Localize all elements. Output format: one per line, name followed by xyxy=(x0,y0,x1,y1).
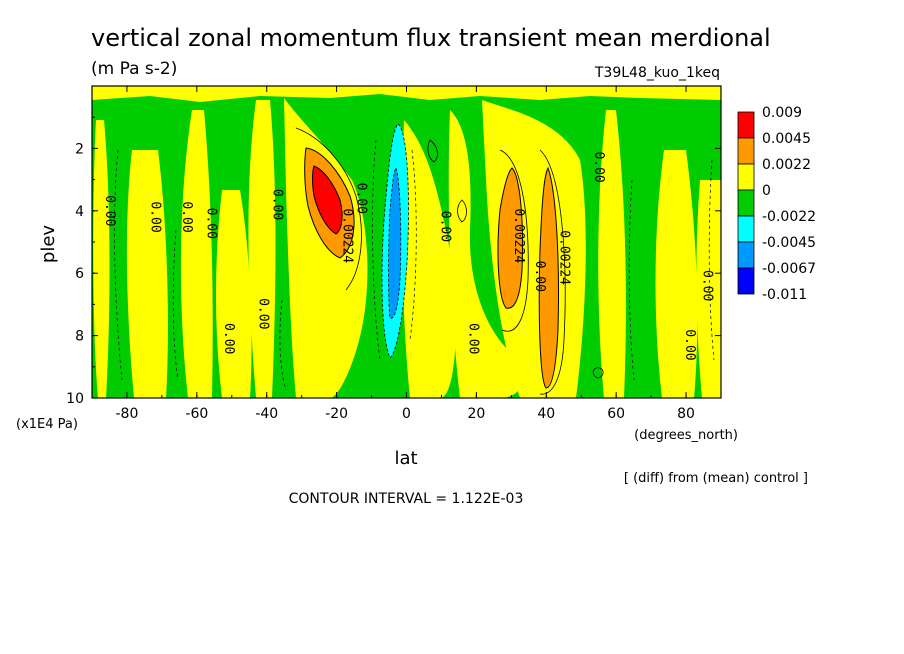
red-20s xyxy=(312,165,343,235)
legend-level-label: -0.0067 xyxy=(762,261,816,277)
legend-swatch xyxy=(737,137,755,165)
x-tick-label: -60 xyxy=(185,406,208,422)
blue-eq xyxy=(388,167,402,319)
legend-level-label: 0 xyxy=(762,183,771,199)
contour-label: 0.00224 xyxy=(340,208,355,263)
y-tick-label: 4 xyxy=(75,204,84,220)
region-eq xyxy=(402,120,456,398)
chart-subtitle: (m Pa s-2) xyxy=(91,59,177,79)
x-tick-label: -20 xyxy=(325,406,348,422)
region-50s xyxy=(216,190,252,398)
y-tick-label: 8 xyxy=(75,329,84,345)
legend-swatch xyxy=(737,163,755,191)
x-tick-label: -80 xyxy=(116,406,139,422)
x-tick-label: 0 xyxy=(402,406,411,422)
region-40s xyxy=(248,100,276,398)
y-tick-label: 6 xyxy=(75,266,84,282)
legend-swatch xyxy=(737,267,755,295)
run-label: T39L48_kuo_1keq xyxy=(594,65,720,81)
contour-label: 0.00 xyxy=(700,270,715,301)
legend-level-label: -0.0022 xyxy=(762,209,816,225)
orange-40n xyxy=(538,166,560,389)
negative-regions xyxy=(381,123,409,359)
y-tick-label: 2 xyxy=(75,141,84,157)
contour-label: 0.00224 xyxy=(556,230,571,285)
negative-contour-lines xyxy=(114,139,715,391)
legend-level-label: 0.0022 xyxy=(762,157,811,173)
contour-label: 0.00 xyxy=(221,323,236,354)
y-tick-label: 10 xyxy=(66,391,84,407)
legend-level-label: -0.0045 xyxy=(762,235,816,251)
region-10n xyxy=(448,110,524,398)
legend-swatch xyxy=(737,111,755,139)
contour-label: 0.00 xyxy=(256,298,271,329)
contour-label-layer: 0.00 0.00 0.00 0.000.000.000.000.002240.000… xyxy=(102,151,715,360)
contour-label: 0.00 xyxy=(465,323,480,354)
contour-lines xyxy=(295,127,604,395)
strong-positive-regions xyxy=(312,165,343,235)
legend-swatch xyxy=(737,215,755,243)
legend-level-label: -0.011 xyxy=(762,287,807,303)
region-80s xyxy=(126,150,168,398)
y-tick-layer: 2 4 6 8 10 xyxy=(66,116,721,407)
contour-label: 0.00 xyxy=(203,208,218,239)
contour-label: 0.00224 xyxy=(511,208,526,263)
legend-level-label: 0.0045 xyxy=(762,131,811,147)
region-60n xyxy=(598,110,626,398)
y-axis-units: (x1E4 Pa) xyxy=(16,417,78,432)
chart-title: vertical zonal momentum flux transient m… xyxy=(91,24,771,52)
orange-30n xyxy=(497,167,524,309)
legend-swatch xyxy=(737,189,755,217)
region-70n xyxy=(655,150,698,398)
contour-label: 0.00 xyxy=(532,261,547,292)
x-axis-units: (degrees_north) xyxy=(634,428,738,443)
legend-swatch xyxy=(737,241,755,269)
contour-label: 0.00 xyxy=(591,151,606,182)
plot-area: 0.00 0.00 0.00 0.000.000.000.000.002240.000… xyxy=(92,86,721,398)
positive-regions xyxy=(92,86,721,398)
contour-label: 0.00 xyxy=(682,329,697,360)
contour-label: 0.00 xyxy=(179,201,194,232)
top-band xyxy=(92,86,721,102)
color-legend: 0.009 0.0045 0.0022 0 -0.0022 -0.0045 -0.0067 -… xyxy=(737,105,816,303)
x-tick-label: -40 xyxy=(255,406,278,422)
contour-label: 0.00 xyxy=(437,211,452,242)
contour-label: 0.00 xyxy=(147,201,162,232)
y-axis-label: plev xyxy=(38,225,59,264)
region-60s xyxy=(180,110,213,398)
region-90n xyxy=(696,180,721,398)
x-tick-label: 40 xyxy=(537,406,555,422)
contour-label: 0.00 xyxy=(270,189,285,220)
contour-label: 0.00 xyxy=(102,195,117,226)
x-axis-label: lat xyxy=(394,448,417,469)
x-tick-layer: -80 -60 -40 -20 0 20 40 60 80 xyxy=(91,86,722,422)
contour-interval: CONTOUR INTERVAL = 1.122E-03 xyxy=(289,491,524,507)
contour-label: 0.00 xyxy=(354,183,369,214)
footer-note: [ (diff) from (mean) control ] xyxy=(624,471,808,486)
legend-level-label: 0.009 xyxy=(762,105,802,121)
x-tick-label: 20 xyxy=(467,406,485,422)
region-far-sh xyxy=(93,120,110,398)
x-tick-label: 60 xyxy=(607,406,625,422)
x-tick-label: 80 xyxy=(677,406,695,422)
